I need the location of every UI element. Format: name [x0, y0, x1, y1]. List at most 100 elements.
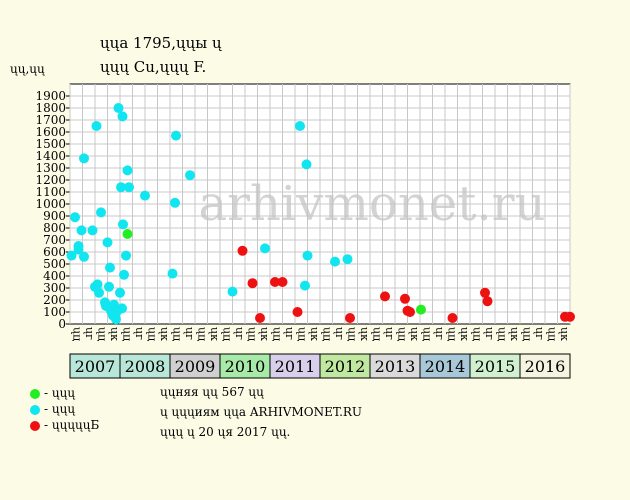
quarter-label: ųц: [245, 327, 258, 341]
data-point: [255, 313, 265, 323]
quarter-label: ųц: [70, 327, 83, 341]
data-point: [260, 243, 270, 254]
data-point: [482, 296, 493, 307]
quarter-label: ųц: [195, 327, 208, 341]
quarter-label: ųц: [395, 327, 408, 341]
quarter-label: ųц: [420, 327, 433, 341]
data-point: [140, 190, 150, 201]
data-point: [105, 262, 115, 273]
data-point: [300, 280, 310, 291]
data-point: [330, 256, 340, 267]
data-point: [345, 313, 355, 323]
y-tick-label: 300: [43, 281, 66, 295]
quarter-label: ųц: [370, 327, 383, 341]
data-point: [167, 268, 178, 279]
legend-item-green: - ųųų: [30, 386, 75, 400]
data-point: [73, 244, 84, 255]
y-tick-label: 1800: [35, 101, 66, 115]
y-tick-label: 1500: [35, 137, 66, 151]
year-band-2011: [269, 353, 321, 379]
data-point: [121, 250, 131, 261]
data-point: [118, 219, 128, 230]
data-point: [292, 307, 303, 317]
data-point: [416, 304, 426, 315]
year-band-2013: [369, 353, 421, 379]
data-point: [301, 159, 312, 170]
year-band-2008: [119, 353, 171, 379]
data-point: [117, 303, 127, 314]
legend-green-dot: [30, 388, 40, 399]
quarter-label: ųк: [558, 327, 571, 341]
data-point: [295, 121, 305, 131]
quarter-label: ųг: [533, 327, 546, 340]
year-label: 2011: [275, 357, 316, 376]
quarter-label: ųк: [458, 327, 471, 341]
quarter-label: ųг: [233, 327, 246, 340]
note-line-3: ųųų ų 20 ųя 2017 ųų.: [160, 425, 291, 439]
data-point: [92, 279, 103, 290]
year-band-2012: [319, 353, 371, 379]
data-point: [111, 314, 121, 325]
y-tick-label: 100: [43, 305, 66, 319]
data-point: [400, 293, 410, 304]
data-point: [79, 153, 89, 164]
data-point: [87, 225, 98, 236]
y-axis-label: ųų,ųų: [10, 62, 45, 76]
y-tick-label: 1600: [35, 125, 66, 139]
quarter-label: ųк: [408, 327, 421, 341]
data-point: [102, 237, 113, 248]
data-point: [122, 229, 133, 239]
data-point: [70, 212, 80, 223]
quarter-label: ųц: [145, 327, 158, 341]
data-point: [270, 277, 280, 287]
quarter-label: ųг: [433, 327, 446, 340]
quarter-label: ųц: [520, 327, 533, 341]
quarter-label: ųц: [445, 327, 458, 341]
data-point: [76, 225, 87, 236]
data-point: [115, 287, 125, 298]
legend-red-dot: [30, 420, 40, 431]
y-tick-label: 500: [43, 257, 66, 271]
y-tick-label: 1000: [35, 197, 66, 211]
data-point: [227, 286, 238, 297]
data-point: [124, 182, 134, 193]
y-tick-label: 1900: [35, 89, 66, 103]
data-point: [119, 269, 129, 280]
quarter-label: ųц: [545, 327, 558, 341]
y-tick-label: 1700: [35, 113, 66, 127]
data-point: [342, 254, 353, 265]
quarter-label: ųц: [270, 327, 283, 341]
year-band-2016: [519, 353, 571, 379]
data-point: [247, 278, 258, 289]
data-point: [117, 111, 128, 122]
quarter-label: ųц: [170, 327, 183, 341]
data-point: [79, 251, 89, 262]
quarter-label: ųк: [308, 327, 321, 341]
year-band-2007: [69, 353, 121, 379]
y-tick-label: 1100: [35, 185, 66, 199]
year-label: 2009: [175, 357, 216, 376]
data-point: [277, 277, 288, 287]
data-point: [237, 245, 248, 256]
note-line-1: ųųняя ųų 567 ųų: [160, 385, 264, 399]
y-tick-label: 600: [43, 245, 66, 259]
quarter-label: ųц: [295, 327, 308, 341]
y-tick-label: 800: [43, 221, 66, 235]
data-point: [171, 130, 181, 141]
quarter-label: ųц: [470, 327, 483, 341]
year-label: 2008: [125, 357, 166, 376]
legend-cyan-dot: [30, 404, 40, 415]
data-point: [91, 121, 102, 131]
data-point: [66, 250, 77, 261]
data-point: [122, 165, 133, 176]
data-point: [380, 291, 390, 302]
year-label: 2013: [375, 357, 416, 376]
y-tick-label: 1300: [35, 161, 66, 175]
y-tick-label: 200: [43, 293, 66, 307]
data-point: [94, 287, 104, 298]
data-point: [405, 307, 415, 317]
data-point: [116, 182, 126, 193]
data-point: [96, 207, 106, 218]
year-label: 2016: [525, 357, 566, 376]
quarter-label: ųц: [345, 327, 358, 341]
